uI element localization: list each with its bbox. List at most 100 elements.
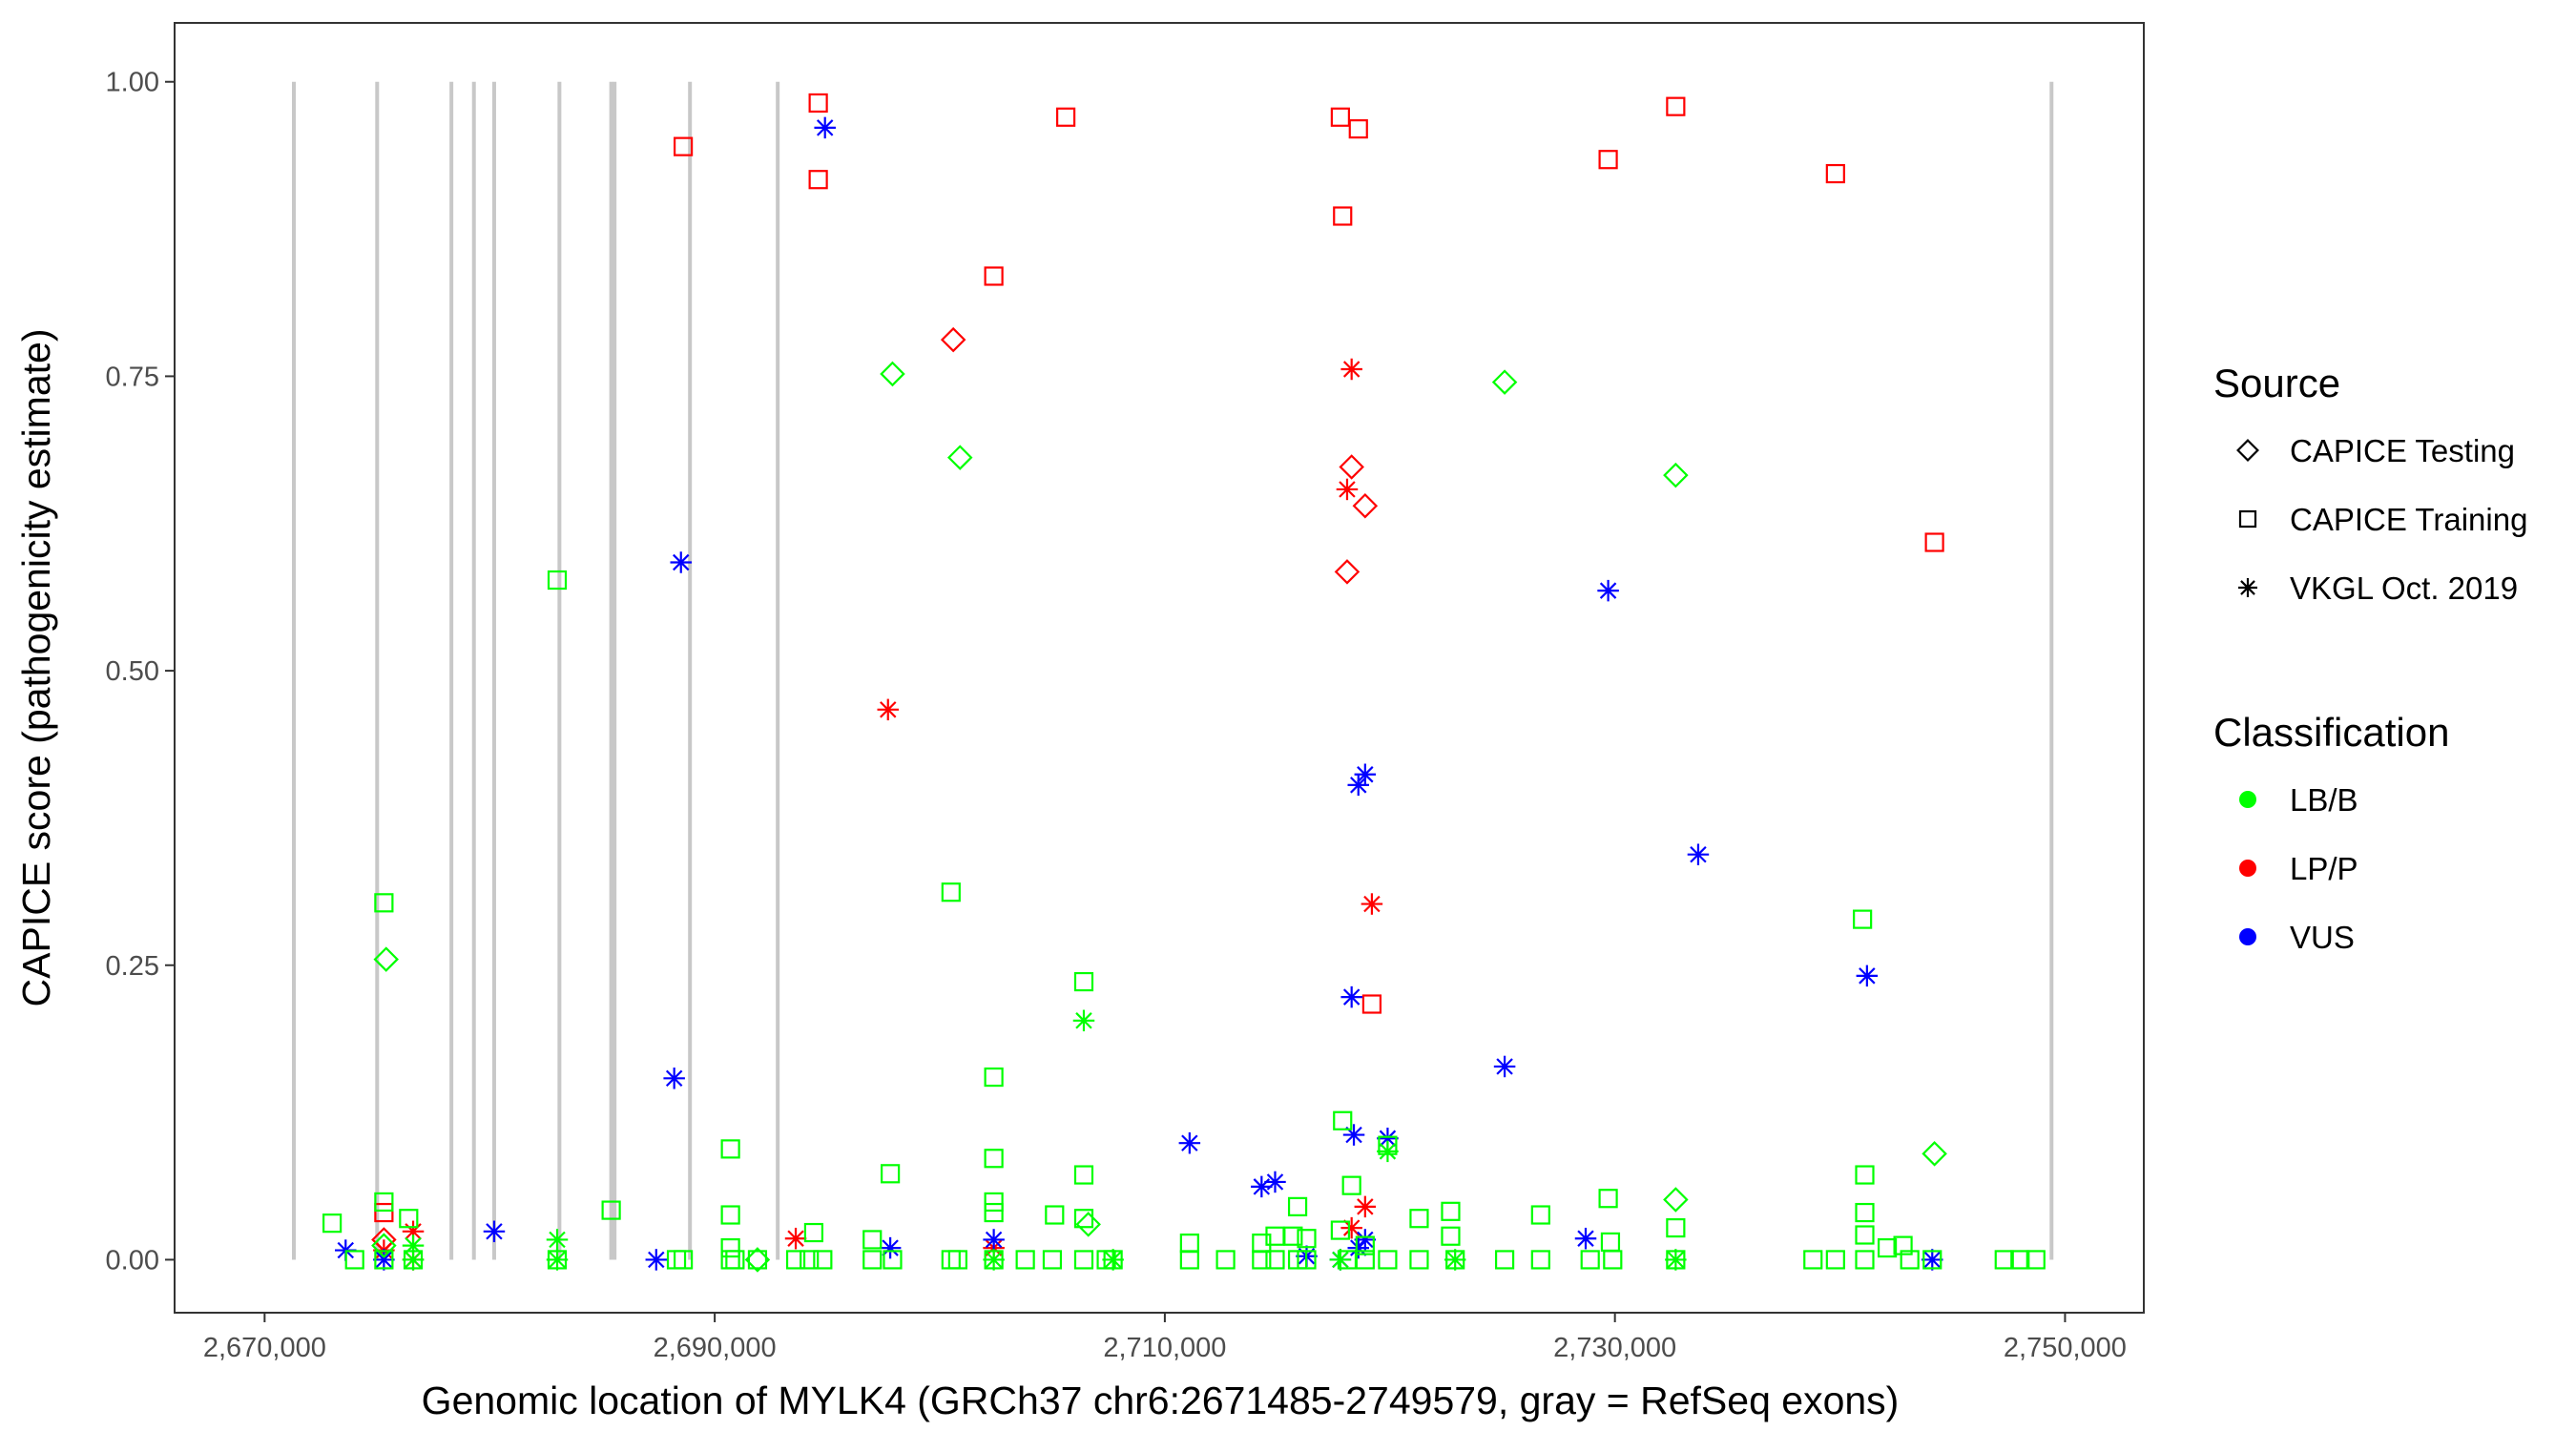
data-point bbox=[1491, 369, 1518, 395]
square-marker bbox=[1409, 1250, 1429, 1270]
square-marker bbox=[344, 1250, 364, 1270]
data-point bbox=[1348, 119, 1368, 139]
data-point bbox=[1072, 1009, 1095, 1032]
data-point bbox=[1333, 1110, 1353, 1130]
square-marker bbox=[674, 136, 694, 156]
square-marker bbox=[800, 1250, 820, 1270]
data-point bbox=[940, 326, 966, 353]
data-point bbox=[1530, 1205, 1550, 1225]
square-marker bbox=[941, 882, 961, 902]
square-marker bbox=[1441, 1226, 1461, 1246]
data-point bbox=[374, 1192, 394, 1213]
data-point bbox=[1015, 1250, 1035, 1270]
data-point bbox=[1855, 1225, 1875, 1245]
asterisk-stroke bbox=[665, 1069, 683, 1088]
data-point bbox=[984, 1192, 1004, 1213]
square-marker bbox=[1994, 1250, 2014, 1270]
square-marker bbox=[1825, 1250, 1845, 1270]
y-tick-label: 0.75 bbox=[106, 362, 159, 392]
data-point bbox=[720, 1205, 740, 1225]
square-marker bbox=[813, 1250, 833, 1270]
square-marker bbox=[808, 93, 828, 114]
data-point bbox=[1354, 1195, 1377, 1218]
square-marker bbox=[601, 1200, 621, 1220]
legend-source-title: Source bbox=[2213, 361, 2340, 405]
square-marker bbox=[883, 1250, 903, 1270]
data-point bbox=[1856, 964, 1879, 987]
square-marker bbox=[1877, 1237, 1898, 1258]
square-marker bbox=[785, 1250, 806, 1270]
data-point bbox=[1900, 1250, 1920, 1270]
square-marker bbox=[1922, 1250, 1942, 1270]
data-point bbox=[800, 1250, 820, 1270]
data-point bbox=[1574, 1227, 1597, 1250]
square-marker bbox=[1252, 1250, 1272, 1270]
data-point bbox=[1102, 1249, 1124, 1271]
data-point bbox=[1494, 1250, 1515, 1270]
square-marker bbox=[1825, 163, 1845, 184]
data-point bbox=[1924, 532, 1944, 552]
diamond-marker bbox=[1334, 559, 1361, 585]
diamond-marker bbox=[946, 445, 973, 470]
data-point bbox=[785, 1250, 806, 1270]
data-point bbox=[720, 1237, 740, 1258]
square-marker bbox=[1283, 1226, 1303, 1246]
data-point bbox=[1347, 774, 1370, 797]
data-point bbox=[1855, 1250, 1875, 1270]
legend-class-label: LB/B bbox=[2290, 782, 2358, 818]
data-point bbox=[1580, 1250, 1600, 1270]
plot-panel bbox=[174, 22, 2145, 1314]
asterisk-stroke bbox=[1181, 1134, 1198, 1151]
diamond-marker bbox=[1922, 1141, 1947, 1167]
asterisk-stroke bbox=[1446, 1251, 1464, 1269]
asterisk-stroke bbox=[1690, 845, 1707, 863]
legend-training-square-icon bbox=[2238, 509, 2257, 529]
square-marker bbox=[1598, 1189, 1618, 1209]
data-point bbox=[1877, 1237, 1898, 1258]
asterisk-stroke bbox=[1342, 1219, 1361, 1236]
data-point bbox=[803, 1222, 824, 1243]
data-point bbox=[1377, 1140, 1399, 1163]
data-point bbox=[1056, 107, 1076, 127]
square-marker bbox=[1297, 1229, 1317, 1249]
asterisk-stroke bbox=[1363, 895, 1381, 913]
square-marker bbox=[1330, 107, 1350, 127]
asterisk-stroke bbox=[1075, 1012, 1092, 1029]
data-point bbox=[1598, 150, 1618, 170]
asterisk-stroke bbox=[405, 1251, 422, 1269]
asterisk-stroke bbox=[787, 1230, 804, 1247]
asterisk-stroke bbox=[1357, 766, 1374, 783]
data-point bbox=[373, 1249, 395, 1271]
square-marker bbox=[720, 1139, 740, 1159]
x-axis-title: Genomic location of MYLK4 (GRCh37 chr6:2… bbox=[422, 1379, 1900, 1422]
data-point bbox=[374, 893, 394, 913]
square-marker bbox=[984, 1202, 1004, 1223]
data-point bbox=[2025, 1250, 2046, 1270]
asterisk-stroke bbox=[1357, 1198, 1374, 1215]
square-marker bbox=[1855, 1250, 1875, 1270]
data-point bbox=[1042, 1250, 1063, 1270]
square-marker bbox=[881, 1164, 901, 1184]
data-point bbox=[1341, 1175, 1361, 1195]
data-point bbox=[322, 1213, 343, 1234]
data-point bbox=[1073, 1250, 1094, 1270]
square-marker bbox=[1580, 1250, 1600, 1270]
data-point bbox=[725, 1250, 745, 1270]
data-point bbox=[880, 361, 905, 387]
square-marker bbox=[1073, 1250, 1094, 1270]
square-marker bbox=[1073, 1165, 1094, 1185]
square-marker bbox=[1530, 1250, 1550, 1270]
square-marker bbox=[1215, 1250, 1236, 1270]
data-point bbox=[1687, 843, 1710, 865]
x-axis-ticks: 2,670,000 2,690,000 2,710,000 2,730,000 2,75… bbox=[203, 1313, 2127, 1363]
diamond-marker bbox=[1075, 1212, 1101, 1237]
data-point bbox=[1441, 1226, 1461, 1246]
asterisk-stroke bbox=[1339, 481, 1356, 498]
data-point bbox=[399, 1209, 419, 1229]
data-point bbox=[1355, 1250, 1375, 1270]
data-point bbox=[601, 1200, 621, 1220]
data-point bbox=[1340, 1216, 1362, 1239]
diamond-marker bbox=[744, 1247, 771, 1273]
data-point bbox=[983, 1249, 1005, 1271]
